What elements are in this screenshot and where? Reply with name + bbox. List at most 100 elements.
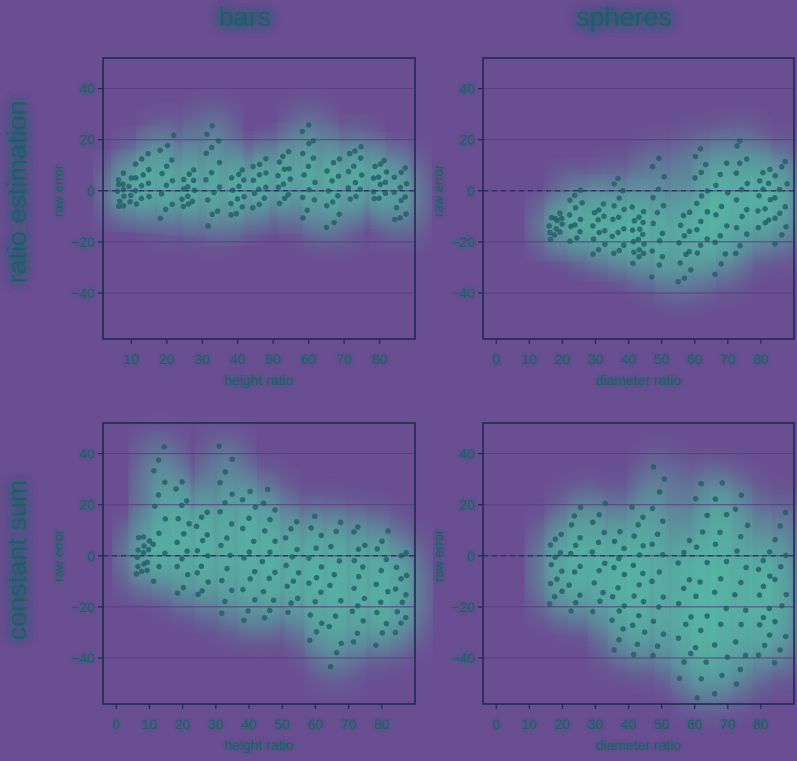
scatter-point [209, 211, 216, 218]
scatter-point [179, 196, 185, 202]
scatter-point [115, 181, 122, 188]
scatter-point [577, 228, 583, 235]
scatter-point [558, 531, 565, 538]
scatter-point [132, 187, 139, 194]
scatter-point [138, 182, 145, 189]
scatter-point [567, 550, 574, 557]
scatter-point [699, 529, 706, 535]
scatter-point [688, 650, 694, 657]
scatter-point [285, 609, 291, 616]
scatter-point [336, 211, 343, 218]
scatter-point [692, 153, 699, 160]
scatter-point [378, 567, 385, 574]
scatter-point [281, 195, 288, 202]
scatter-point [312, 598, 319, 605]
scatter-point [250, 177, 257, 184]
scatter-point [649, 505, 656, 512]
scatter-point [680, 585, 687, 592]
scatter-point [175, 515, 182, 522]
scatter-point [288, 600, 294, 606]
scatter-point [704, 188, 711, 194]
scatter-point [398, 169, 405, 176]
scatter-point [263, 155, 269, 162]
scatter-point [566, 212, 573, 218]
scatter-point [655, 604, 662, 610]
scatter-point [600, 201, 607, 207]
scatter-point [361, 595, 368, 602]
scatter-point [686, 577, 693, 583]
scatter-point [228, 587, 235, 594]
scatter-point [168, 157, 175, 163]
scatter-point [765, 217, 772, 223]
scatter-point [742, 607, 749, 614]
scatter-point [567, 197, 573, 203]
scatter-point [327, 582, 333, 589]
scatter-point [307, 612, 314, 618]
scatter-point [732, 250, 739, 257]
scatter-point [331, 571, 338, 578]
scatter-point [145, 180, 152, 187]
scatter-point [120, 170, 127, 176]
scatter-point [336, 156, 343, 162]
scatter-point [755, 224, 762, 231]
scatter-point [733, 224, 740, 231]
y-axis-label: raw error [51, 529, 66, 582]
scatter-point [229, 187, 236, 193]
scatter-point [649, 541, 656, 548]
x-tick-label: 30 [208, 716, 224, 732]
scatter-point [698, 218, 704, 225]
scatter-point [723, 223, 730, 229]
scatter-point [615, 585, 621, 591]
scatter-point [621, 242, 627, 249]
scatter-point [179, 479, 185, 485]
scatter-point [704, 613, 710, 619]
scatter-point [311, 513, 318, 520]
x-tick-label: 60 [308, 716, 324, 732]
scatter-point [617, 528, 623, 535]
scatter-point [391, 174, 398, 181]
panel-2: −40 −20 0 20 40 0 10 20 30 40 50 60 70 80 diameter rat… [431, 57, 795, 388]
x-tick-label: 10 [142, 716, 158, 732]
x-tick-label: 40 [230, 351, 246, 367]
scatter-point [184, 571, 191, 578]
scatter-point [385, 528, 391, 534]
scatter-point [377, 181, 384, 188]
scatter-point [159, 170, 165, 177]
scatter-point [595, 207, 602, 213]
scatter-point [677, 222, 684, 229]
scatter-point [761, 642, 768, 649]
scatter-point [328, 543, 334, 550]
scatter-point [772, 536, 778, 543]
scatter-point [590, 251, 596, 257]
scatter-point [551, 593, 558, 600]
scatter-point [133, 571, 140, 577]
scatter-point [151, 503, 158, 510]
scatter-point [383, 556, 390, 563]
scatter-point [693, 593, 699, 600]
scatter-point [734, 143, 740, 149]
scatter-point [589, 549, 596, 555]
scatter-point [267, 549, 273, 555]
scatter-point [354, 630, 361, 637]
scatter-point [675, 278, 682, 285]
scatter-point [648, 274, 655, 280]
scatter-point [289, 554, 296, 560]
x-tick-label: 60 [687, 716, 703, 732]
x-tick-label: 50 [654, 716, 670, 732]
scatter-point [571, 192, 578, 199]
scatter-point [744, 180, 751, 187]
scatter-point [138, 195, 145, 202]
scatter-point [373, 581, 379, 588]
scatter-point [179, 556, 185, 562]
x-tick-label: 70 [720, 716, 736, 732]
scatter-point [239, 204, 246, 210]
scatter-point [767, 196, 774, 203]
scatter-point [611, 538, 618, 545]
scatter-point [737, 533, 744, 540]
scatter-point [698, 675, 705, 682]
scatter-point [382, 190, 389, 197]
scatter-point [590, 519, 596, 526]
scatter-point [306, 580, 312, 586]
x-tick-label: 30 [194, 351, 210, 367]
scatter-point [318, 589, 324, 596]
